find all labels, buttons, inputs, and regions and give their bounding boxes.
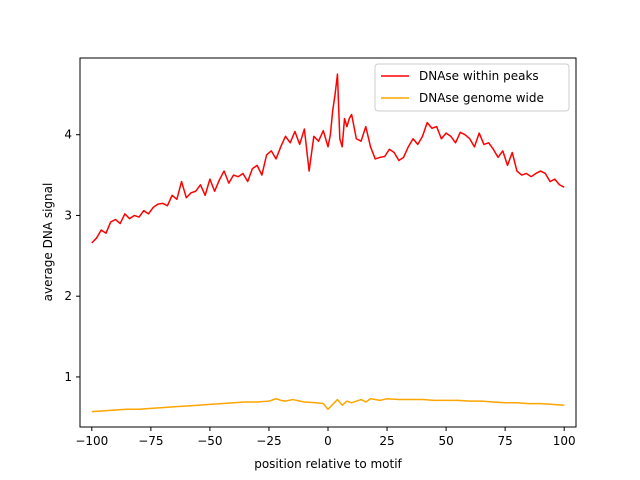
x-tick-label: 25 [379, 434, 394, 448]
x-tick-label: −100 [75, 434, 108, 448]
x-tick-label: 0 [324, 434, 332, 448]
series-line-dnase-within-peaks [91, 73, 565, 244]
x-tick-label: −75 [138, 434, 163, 448]
x-tick-label: 100 [553, 434, 576, 448]
legend-label-dnase-within-peaks: DNAse within peaks [419, 69, 539, 83]
y-tick-label: 3 [64, 208, 72, 222]
y-tick-label: 1 [64, 370, 72, 384]
y-axis-title: average DNA signal [41, 183, 55, 302]
series-layer [91, 73, 565, 413]
series-line-dnase-genome-wide [91, 397, 565, 413]
x-tick-label: −50 [197, 434, 222, 448]
legend: DNAse within peaks DNAse genome wide [374, 63, 570, 112]
x-axis: −100 −75 −50 −25 0 25 50 75 100 [75, 427, 576, 448]
y-tick-label: 2 [64, 289, 72, 303]
x-tick-label: 75 [498, 434, 513, 448]
x-axis-title: position relative to motif [254, 457, 402, 471]
y-axis: 1 2 3 4 [64, 128, 80, 384]
legend-label-dnase-genome-wide: DNAse genome wide [419, 91, 544, 105]
x-tick-label: 50 [438, 434, 453, 448]
legend-box [374, 63, 570, 112]
y-tick-label: 4 [64, 128, 72, 142]
x-tick-label: −25 [256, 434, 281, 448]
